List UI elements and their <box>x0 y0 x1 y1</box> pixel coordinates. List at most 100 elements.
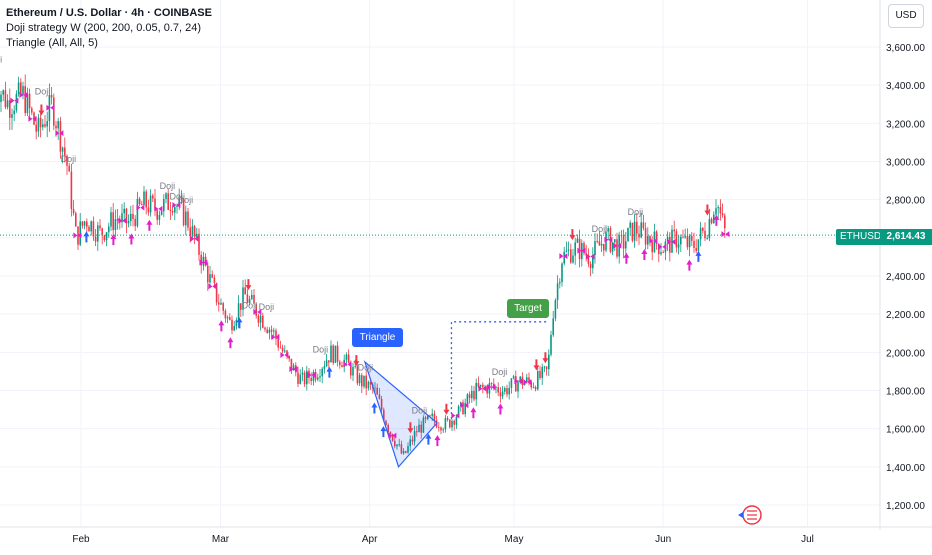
candle-body <box>130 213 132 222</box>
candle-body <box>596 241 598 242</box>
candle-body <box>0 94 2 102</box>
red-sell-arrow <box>407 422 414 434</box>
doji-marker <box>118 217 127 224</box>
red-sell-arrow <box>38 104 45 116</box>
candle-body <box>112 212 114 231</box>
y-tick-label: 3,200.00 <box>886 119 925 130</box>
candle-body <box>154 198 156 211</box>
candle-body <box>211 274 213 278</box>
candle-body <box>97 225 99 242</box>
candle-body <box>53 97 55 126</box>
candle-body <box>374 387 376 389</box>
doji-text-label: Doji <box>242 300 258 310</box>
candle-body <box>389 431 392 435</box>
candle-body <box>471 390 473 399</box>
candle-body <box>708 218 711 239</box>
candle-body <box>281 347 284 352</box>
candle-body <box>721 213 724 216</box>
candle-body <box>61 147 64 152</box>
candle-body <box>9 100 11 118</box>
candle-body <box>240 303 242 310</box>
candle-body <box>336 345 339 362</box>
candle-body <box>651 242 653 253</box>
doji-text-label: Doji <box>313 345 329 355</box>
doji-marker <box>451 412 460 419</box>
red-sell-arrow <box>542 352 549 364</box>
indicator-doji-strategy[interactable]: Doji strategy W (200, 200, 0.05, 0.7, 24… <box>6 22 202 34</box>
candle-body <box>541 367 543 378</box>
candle-body <box>330 345 332 363</box>
candle-body <box>660 252 662 255</box>
candle-body <box>299 374 301 384</box>
doji-marker <box>577 247 586 254</box>
candle-body <box>699 227 702 240</box>
candle-body <box>675 231 678 248</box>
x-tick-label: Apr <box>362 534 378 545</box>
candle-body <box>655 231 658 244</box>
candle-body <box>411 439 414 442</box>
candle-body <box>380 398 383 410</box>
candle-body <box>587 255 590 264</box>
candle-body <box>116 218 119 221</box>
candle-body <box>6 100 9 108</box>
candle-body <box>429 415 431 417</box>
candle-body <box>72 209 75 214</box>
candle-body <box>598 241 601 246</box>
candle-body <box>671 229 673 253</box>
candle-body <box>339 361 341 366</box>
candle-body <box>83 221 86 226</box>
candle-body <box>103 235 106 241</box>
doji-marker <box>136 204 145 211</box>
candle-body <box>268 329 271 333</box>
candle-body <box>647 236 649 245</box>
candle-body <box>50 95 53 98</box>
candle-body <box>567 249 570 251</box>
candle-body <box>427 415 429 420</box>
candle-body <box>473 390 475 400</box>
blue-buy-arrow <box>326 366 333 378</box>
currency-button[interactable]: USD <box>888 4 924 28</box>
candle-body <box>686 236 689 248</box>
candle-body <box>319 376 321 378</box>
candle-body <box>413 431 416 442</box>
candle-body <box>526 377 528 382</box>
candle-body <box>537 371 539 390</box>
doji-marker <box>460 402 469 409</box>
candle-body <box>345 354 348 360</box>
candle-body <box>182 199 185 226</box>
blue-buy-arrow <box>83 231 90 243</box>
indicator-triangle[interactable]: Triangle (All, All, 5) <box>6 37 98 49</box>
candle-body <box>321 368 323 377</box>
candle-body <box>453 420 455 425</box>
candle-body <box>187 211 189 228</box>
candle-body <box>303 372 306 385</box>
candle-body <box>704 230 706 239</box>
candle-body <box>24 86 26 114</box>
candle-body <box>180 198 183 200</box>
candle-body <box>719 207 722 214</box>
symbol-title[interactable]: Ethereum / U.S. Dollar · 4h · COINBASE <box>6 7 212 19</box>
x-tick-label: Jul <box>801 534 814 545</box>
candle-body <box>680 236 682 245</box>
candle-body <box>64 147 66 156</box>
y-tick-label: 2,200.00 <box>886 310 925 321</box>
candle-body <box>464 402 466 415</box>
candle-body <box>572 255 574 263</box>
target-label: Target <box>507 299 549 318</box>
y-tick-label: 1,800.00 <box>886 387 925 398</box>
candle-body <box>677 244 680 248</box>
candle-body <box>310 378 312 382</box>
candle-body <box>376 387 378 395</box>
candle-body <box>229 317 231 320</box>
candle-body <box>257 315 260 323</box>
candle-body <box>506 388 508 395</box>
candle-body <box>462 402 464 415</box>
candle-body <box>369 381 372 385</box>
y-tick-label: 1,600.00 <box>886 425 925 436</box>
candle-body <box>693 240 695 249</box>
red-sell-arrow <box>245 279 252 291</box>
candle-body <box>561 263 563 283</box>
y-tick-label: 3,600.00 <box>886 43 925 54</box>
